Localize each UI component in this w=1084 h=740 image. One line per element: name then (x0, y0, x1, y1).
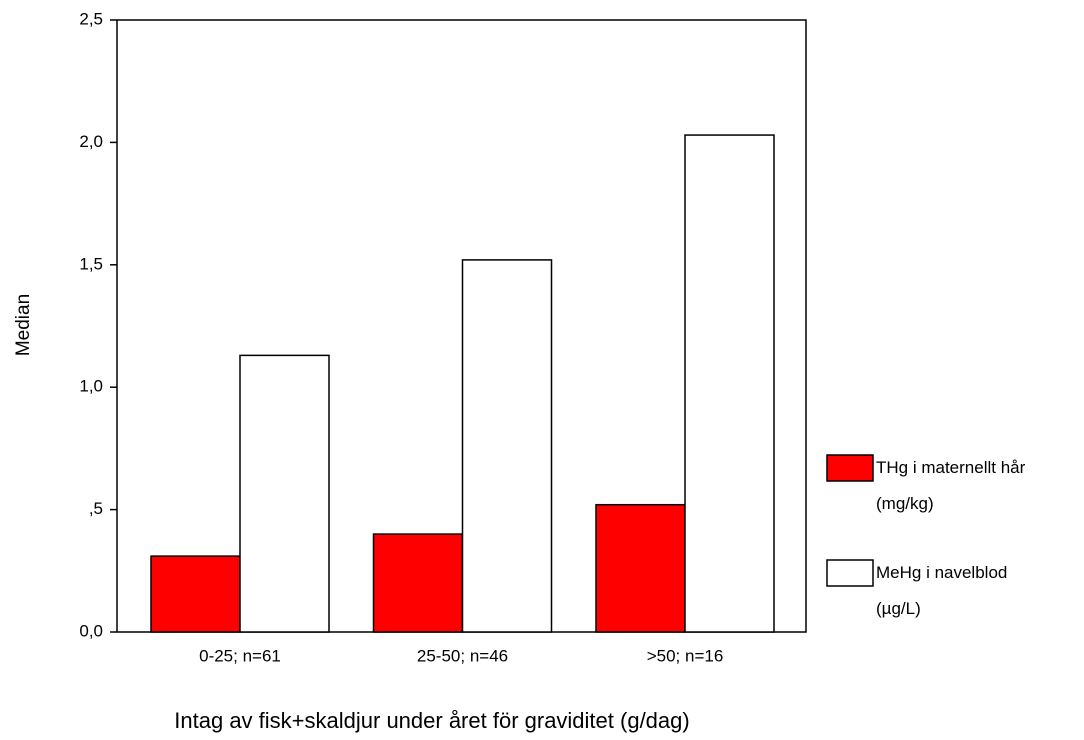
bar (150, 555, 241, 633)
y-tick-label: 1,0 (79, 377, 103, 396)
bar (595, 503, 686, 633)
y-tick-label: 2,5 (79, 9, 103, 28)
y-axis-label: Median (13, 294, 34, 356)
bar (684, 134, 775, 633)
x-tick-label: 25-50; n=46 (417, 646, 508, 665)
y-tick-label: 0,0 (79, 621, 103, 640)
legend-swatch (826, 559, 874, 587)
bar (372, 533, 464, 633)
bar (461, 259, 553, 633)
y-tick-label: 2,0 (79, 132, 103, 151)
legend-swatch (826, 454, 874, 482)
y-tick-label: 1,5 (79, 254, 103, 273)
bar (239, 354, 330, 633)
legend-label: MeHg i navelblod (µg/L) (876, 563, 1008, 618)
y-tick-label: ,5 (89, 499, 103, 518)
x-tick-label: 0-25; n=61 (199, 646, 281, 665)
x-axis-label: Intag av fisk+skaldjur under året för gr… (174, 708, 689, 733)
x-tick-label: >50; n=16 (647, 646, 724, 665)
legend-label: THg i maternellt hår (mg/kg) (876, 458, 1026, 513)
